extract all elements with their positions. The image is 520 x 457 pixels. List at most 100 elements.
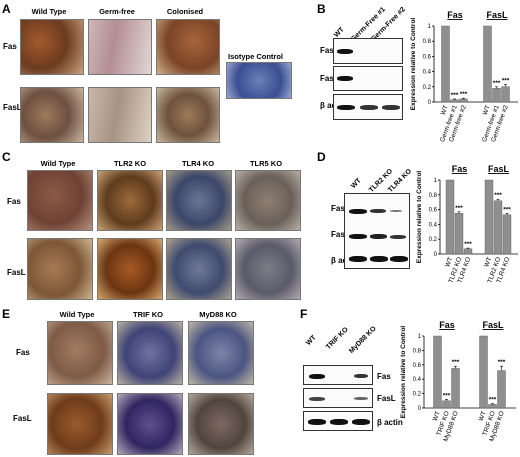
band-myd88ko: [354, 397, 368, 400]
group-title: Fas: [447, 10, 463, 20]
chart-f: Expression relative to Control 0 0.2 0.4 0.6…: [400, 320, 516, 443]
band-fasl-tlr2ko: [370, 234, 387, 239]
row-label: Fas: [16, 348, 30, 357]
significance-mark: ***: [443, 392, 451, 399]
panel-label-b: B: [317, 2, 326, 16]
blot-fas: [333, 38, 403, 64]
y-tick-label: 1: [428, 24, 432, 30]
y-tick-label: 0.6: [423, 54, 432, 60]
micrograph-tlr5ko-fas: [235, 170, 301, 231]
chart-b: Expression relative to Control 0 0.2 0.4 0.6…: [410, 10, 518, 143]
lane-label: WT: [305, 334, 318, 347]
micrograph-trifko-fas: [117, 321, 183, 385]
bar: [442, 400, 451, 409]
micrograph-isotype-control: [226, 62, 292, 99]
y-tick-label: 0.6: [413, 363, 422, 369]
group-title: Fas: [452, 164, 468, 174]
y-tick-label: 0: [434, 252, 438, 258]
band-wt: [337, 76, 353, 81]
column-header: TRIF KO: [133, 310, 163, 319]
bar: [445, 179, 455, 255]
column-header: TLR5 KO: [249, 159, 283, 168]
bar: [454, 213, 464, 255]
band-fasl-wt: [349, 234, 367, 239]
blot-d: [344, 193, 410, 269]
y-tick-label: 0.2: [423, 85, 432, 91]
x-tick-label: WT: [478, 410, 488, 422]
band-label: Fas: [331, 204, 345, 213]
column-header: TLR4 KO: [181, 159, 215, 168]
y-tick-label: 0.2: [413, 392, 422, 398]
y-tick-label: 0.4: [429, 222, 438, 228]
y-axis-label: Expression relative to Control: [410, 18, 417, 111]
band-actin-wt: [349, 256, 367, 262]
micrograph-wildtype-fasl: [20, 87, 84, 143]
significance-mark: ***: [451, 92, 459, 99]
band-fas-tlr2ko: [370, 209, 386, 213]
bar: [450, 99, 459, 103]
y-tick-label: 1: [418, 334, 422, 340]
band-fasl-tlr4ko: [390, 235, 406, 239]
bar: [451, 368, 460, 409]
group-title: Fas: [439, 320, 455, 330]
micrograph-wildtype-fasl: [47, 393, 113, 455]
bar: [441, 25, 450, 103]
y-tick-label: 0.6: [429, 208, 438, 214]
column-header: Wild Type: [59, 310, 95, 319]
y-axis-label: Expression relative to Control: [400, 326, 407, 419]
column-header: Germ-free: [99, 7, 135, 16]
row-label: FasL: [7, 268, 26, 277]
significance-mark: ***: [493, 80, 501, 87]
column-header: TLR2 KO: [113, 159, 147, 168]
y-tick-label: 0.4: [423, 70, 432, 76]
panel-label-a: A: [2, 2, 11, 16]
bar: [501, 86, 510, 103]
bar: [488, 404, 497, 409]
micrograph-colonised-fasl: [156, 87, 220, 143]
micrograph-wildtype-fasl: [27, 238, 93, 300]
bar: [479, 335, 488, 409]
y-tick-label: 0.4: [413, 377, 422, 383]
bar: [433, 335, 442, 409]
group-title: FasL: [488, 164, 510, 174]
band-trifko: [330, 419, 348, 425]
micrograph-tlr2ko-fas: [97, 170, 163, 231]
y-tick-label: 0.2: [429, 237, 438, 243]
bar: [497, 370, 506, 409]
row-label: Fas: [3, 42, 17, 51]
blot-fasl: [303, 388, 373, 408]
lane-label: MyD88 KO: [348, 325, 378, 355]
micrograph-wildtype-fas: [47, 321, 113, 385]
panel-label-e: E: [2, 307, 11, 321]
micrograph-tlr4ko-fas: [166, 170, 232, 231]
band-fas-tlr4ko: [390, 210, 402, 212]
blot-beta-actin: [303, 411, 373, 431]
significance-mark: ***: [503, 206, 511, 213]
micrograph-tlr4ko-fasl: [166, 238, 232, 300]
y-tick-label: 0: [428, 100, 432, 106]
row-label: FasL: [3, 103, 22, 112]
significance-mark: ***: [498, 359, 506, 366]
x-tick-label: WT: [482, 104, 492, 116]
band-label: β actin: [377, 418, 403, 427]
band-label: FasL: [331, 230, 350, 239]
band-myd88ko: [354, 374, 368, 378]
significance-mark: ***: [455, 205, 463, 212]
row-label: FasL: [13, 414, 32, 423]
micrograph-tlr5ko-fasl: [235, 238, 301, 300]
micrograph-myd88ko-fas: [188, 321, 254, 385]
blot-fasl: [333, 66, 403, 91]
column-header: MyD88 KO: [199, 310, 237, 319]
significance-mark: ***: [464, 241, 472, 248]
band-label: Fas: [320, 46, 334, 55]
bar: [492, 88, 501, 103]
micrograph-myd88ko-fasl: [188, 393, 254, 455]
y-tick-label: 0: [418, 406, 422, 412]
band-germfree-2: [382, 105, 400, 110]
band-label: β actin: [331, 256, 357, 265]
band-label: β actin: [320, 101, 346, 110]
micrograph-germfree-fasl: [88, 87, 152, 143]
band-wt: [308, 419, 326, 425]
bar: [459, 98, 468, 103]
bar: [502, 214, 512, 255]
